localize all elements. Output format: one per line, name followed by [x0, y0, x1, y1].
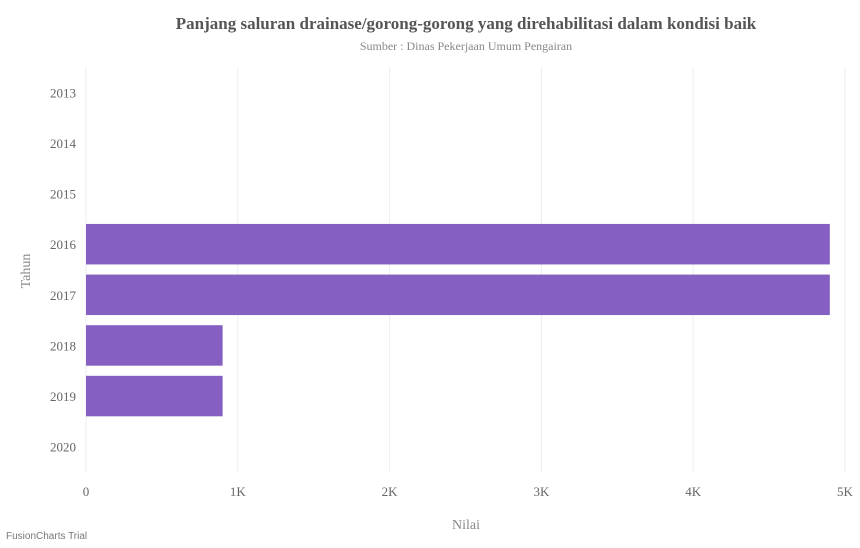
x-tick-label: 3K — [533, 484, 550, 499]
x-axis-title: Nilai — [452, 518, 480, 533]
y-tick-label: 2013 — [50, 85, 76, 100]
bar-2017[interactable] — [86, 274, 830, 316]
y-tick-label: 2017 — [50, 288, 77, 303]
x-tick-label: 0 — [83, 484, 90, 499]
chart-subtitle: Sumber : Dinas Pekerjaan Umum Pengairan — [359, 39, 573, 53]
y-tick-label: 2018 — [50, 338, 76, 353]
x-tick-label: 5K — [837, 484, 854, 499]
x-tick-label: 4K — [685, 484, 702, 499]
bar-2016[interactable] — [86, 223, 830, 265]
y-axis-ticks: 2013 2014 2015 2016 2017 2018 2019 2020 — [50, 85, 77, 454]
watermark: FusionCharts Trial — [6, 531, 88, 542]
y-axis-title: Tahun — [19, 254, 34, 289]
bar-2018[interactable] — [86, 325, 223, 366]
x-axis-ticks: 0 1K 2K 3K 4K 5K — [83, 484, 854, 499]
chart-title: Panjang saluran drainase/gorong-gorong y… — [175, 14, 757, 33]
y-tick-label: 2019 — [50, 389, 76, 404]
y-tick-label: 2014 — [50, 136, 77, 151]
x-tick-label: 2K — [382, 484, 399, 499]
y-tick-label: 2016 — [50, 237, 77, 252]
y-tick-label: 2020 — [50, 440, 76, 455]
x-tick-label: 1K — [230, 484, 247, 499]
bars — [86, 223, 830, 417]
bar-2019[interactable] — [86, 375, 223, 417]
y-tick-label: 2015 — [50, 187, 76, 202]
